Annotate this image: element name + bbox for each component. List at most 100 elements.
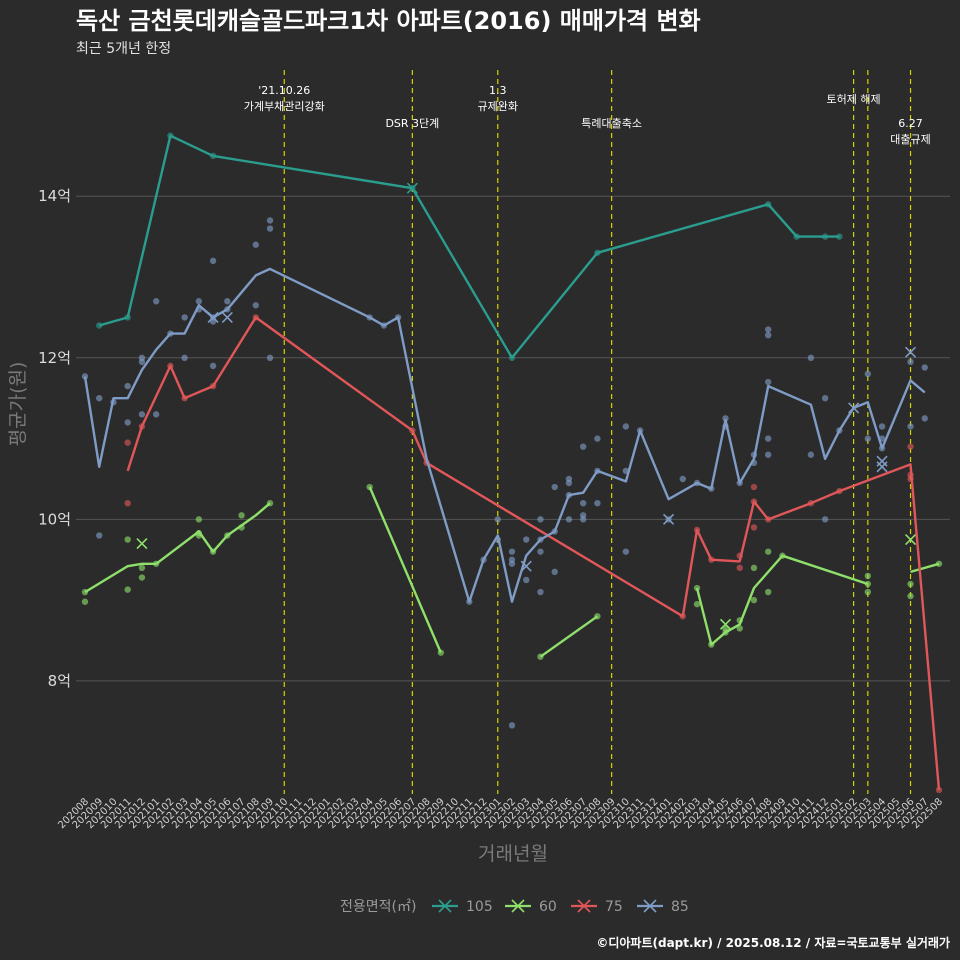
data-point-85 [195, 298, 203, 305]
data-point-85 [508, 556, 516, 563]
legend-label: 60 [539, 899, 557, 915]
footer-credit: ©디아파트(dapt.kr) / 2025.08.12 / 자료=국토교통부 실… [596, 935, 950, 950]
event-label: 대출규제 [890, 133, 930, 146]
event-label: 규제완화 [478, 100, 518, 113]
data-point-75 [124, 500, 131, 507]
data-point-75 [124, 439, 131, 446]
data-point-60 [124, 536, 131, 543]
data-point-85 [551, 483, 558, 491]
legend-title: 전용면적(㎡) [340, 899, 416, 915]
data-point-75 [736, 564, 743, 572]
data-point-75 [907, 443, 914, 450]
data-point-85 [594, 500, 601, 507]
data-point-85 [252, 241, 259, 248]
series-105 [96, 132, 843, 361]
legend-swatch-cross [577, 899, 591, 913]
data-point-85 [138, 411, 146, 418]
data-point-75 [750, 524, 758, 531]
legend-item-60: 60 [505, 899, 557, 915]
data-point-85 [821, 394, 829, 402]
data-point-60 [81, 598, 89, 605]
data-point-85 [878, 423, 886, 430]
legend-label: 105 [466, 899, 493, 915]
cross-marker-85 [663, 513, 675, 525]
data-point-85 [266, 225, 274, 232]
series-line-60 [695, 554, 869, 646]
data-point-85 [565, 516, 573, 523]
data-point-85 [181, 354, 188, 361]
data-point-85 [252, 302, 259, 309]
data-point-85 [579, 512, 587, 519]
series-layer [81, 132, 943, 794]
data-point-60 [864, 572, 872, 580]
event-label: 가계부채관리강화 [244, 100, 325, 113]
data-point-60 [765, 588, 772, 596]
y-axis-ticks: 8억 10억 12억 14억 [38, 187, 71, 690]
data-point-85 [565, 479, 573, 487]
data-point-85 [864, 435, 872, 442]
data-point-85 [765, 435, 772, 442]
legend-swatch-cross [511, 899, 525, 913]
cross-marker-85 [207, 311, 219, 323]
data-point-85 [537, 548, 544, 555]
data-point-85 [523, 576, 530, 584]
data-point-85 [907, 423, 914, 430]
y-tick-label: 10억 [38, 510, 71, 528]
data-point-85 [579, 443, 587, 450]
data-point-85 [807, 354, 815, 361]
data-point-85 [622, 423, 630, 430]
y-tick-label: 8억 [48, 672, 71, 690]
legend-swatch-cross [438, 899, 452, 913]
series-line-75 [126, 316, 941, 791]
legend: 전용면적(㎡) 105 60 75 85 [340, 899, 689, 915]
data-point-60 [750, 596, 758, 604]
cross-marker-60 [136, 538, 148, 550]
data-point-85 [96, 394, 103, 402]
data-point-60 [750, 564, 758, 572]
data-point-85 [138, 358, 146, 366]
data-point-60 [736, 625, 743, 632]
cross-marker-85 [221, 311, 233, 323]
data-point-85 [537, 588, 544, 596]
y-tick-label: 14억 [38, 187, 71, 205]
y-tick-label: 12억 [38, 349, 71, 367]
data-point-85 [921, 364, 928, 371]
series-75 [124, 314, 943, 794]
series-60 [81, 483, 943, 660]
data-point-85 [209, 257, 217, 265]
event-label: 1.3 [489, 84, 507, 97]
chart-title: 독산 금천롯데캐슬골드파크1차 아파트(2016) 매매가격 변화 [76, 7, 701, 35]
data-point-85 [523, 536, 530, 543]
series-line-60 [910, 562, 940, 574]
data-point-60 [765, 548, 772, 555]
data-point-85 [124, 419, 131, 426]
legend-swatch-cross [643, 899, 657, 913]
data-point-85 [907, 358, 914, 366]
series-line-60 [539, 615, 599, 658]
data-point-85 [508, 548, 516, 555]
cross-marker-85 [876, 461, 888, 473]
cross-marker-60 [719, 618, 732, 630]
series-line-105 [98, 134, 840, 359]
legend-label: 85 [671, 899, 689, 915]
event-label: 토허제 해제 [827, 92, 881, 106]
data-point-85 [807, 451, 815, 458]
data-point-85 [152, 298, 160, 305]
data-point-85 [921, 415, 928, 422]
data-point-85 [765, 326, 772, 333]
data-point-85 [765, 378, 772, 386]
cross-marker-105 [406, 182, 418, 194]
cross-marker-85 [904, 346, 917, 358]
data-point-60 [138, 564, 146, 572]
data-point-85 [81, 373, 89, 380]
cross-marker-60 [904, 533, 917, 546]
cross-marker-85 [520, 560, 532, 572]
data-point-85 [224, 298, 231, 305]
data-point-85 [537, 516, 544, 523]
data-point-60 [138, 574, 146, 581]
cross-marker-85 [848, 402, 860, 414]
data-point-60 [907, 592, 914, 600]
